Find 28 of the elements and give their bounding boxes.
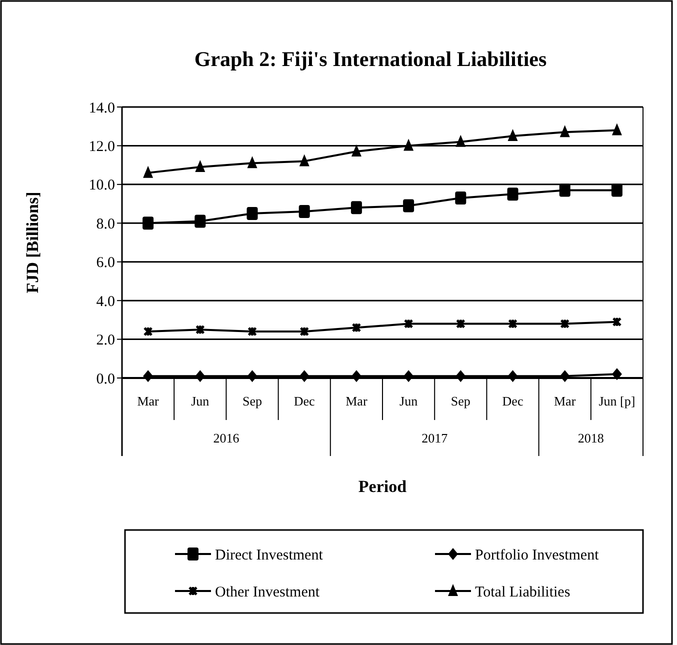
x-tick-label: Mar [137,394,160,409]
x-tick-label: Mar [554,394,576,409]
text: 2018 [578,430,604,446]
x-tick-label: Dec [502,394,524,409]
y-tick-label: 12.0 [88,138,115,155]
chart-title: Graph 2: Fiji's International Liabilities [194,47,547,71]
x-axis-title: Period [358,477,408,496]
x-tick-label: Jun [p] [598,394,636,409]
legend-label: Direct Investment [215,547,324,564]
y-tick-label: 2.0 [96,332,115,349]
x-tick-label: Mar [346,394,368,409]
y-tick-label: 4.0 [96,294,115,310]
text: 2016 [213,430,240,446]
legend-label: Other Investment [215,584,320,600]
y-tick-label: 0.0 [96,371,115,388]
y-axis-title: FJD [Billions] [23,192,42,294]
legend-label: Total Liabilities [475,584,570,600]
x-tick-label: Sep [242,394,262,409]
x-tick-label: Jun [400,394,418,409]
y-tick-label: 10.0 [88,178,115,194]
y-tick-label: 6.0 [96,255,115,272]
x-tick-label: Jun [191,394,210,409]
x-tick-label: Sep [450,394,470,409]
legend-label: Portfolio Investment [475,547,600,564]
y-tick-label: 14.0 [88,100,115,116]
y-tick-label: 8.0 [96,216,115,232]
x-tick-label: Dec [294,394,316,409]
text: 2017 [422,430,448,446]
